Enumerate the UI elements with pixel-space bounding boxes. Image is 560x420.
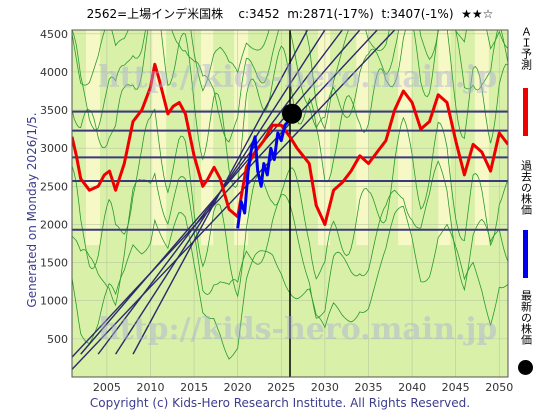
legend: ＡＩ予測 過去の株価 最新の株価	[512, 22, 538, 382]
y-tick-label: 4000	[40, 66, 68, 79]
x-tick-label: 2025	[267, 381, 295, 394]
y-tick-label: 1500	[40, 257, 68, 270]
plot-frame	[71, 29, 509, 378]
y-tick-label: 1000	[40, 295, 68, 308]
series-lines	[72, 30, 508, 377]
latest-price-dot	[282, 103, 302, 124]
legend-swatch-blue	[523, 230, 528, 278]
x-tick-label: 2035	[354, 381, 382, 394]
legend-label-ai-forecast: ＡＩ予測	[519, 26, 533, 70]
watermark-bottom: http://kids-hero.main.jp	[98, 312, 498, 347]
trend-line	[72, 30, 396, 370]
x-tick-label: 2045	[442, 381, 470, 394]
legend-swatch-red	[523, 88, 528, 136]
legend-label-latest-price: 最新の株価	[519, 290, 533, 345]
light-band	[356, 30, 369, 246]
y-axis-ticks: 500 1000 1500 2000 2500 3000 3500 4000 4500	[40, 28, 68, 346]
y-tick-label: 500	[47, 333, 68, 346]
x-tick-label: 2020	[224, 381, 252, 394]
x-tick-label: 2005	[93, 381, 121, 394]
x-tick-label: 2010	[136, 381, 164, 394]
legend-label-past-price: 過去の株価	[519, 160, 533, 215]
past-price-line	[236, 113, 292, 229]
y-tick-label: 2000	[40, 218, 68, 231]
current-marker	[282, 103, 302, 124]
x-tick-label: 2050	[485, 381, 513, 394]
watermark-top: http://kids-hero.main.jp	[98, 60, 498, 95]
y-tick-label: 3000	[40, 142, 68, 155]
light-band	[201, 30, 214, 246]
y-tick-label: 2500	[40, 180, 68, 193]
x-tick-label: 2030	[311, 381, 339, 394]
legend-dot-black	[518, 360, 533, 375]
x-tick-label: 2040	[398, 381, 426, 394]
generated-date-label: Generated on Monday 2026/1/5.	[25, 112, 39, 308]
light-band	[474, 30, 489, 246]
y-tick-label: 4500	[40, 28, 68, 41]
light-band	[398, 30, 413, 246]
x-tick-label: 2015	[180, 381, 208, 394]
light-band	[152, 30, 167, 246]
x-axis-ticks: 2005 2010 2015 2020 2025 2030 2035 2040 2045 2050	[93, 381, 513, 394]
ai-forecast-line	[72, 62, 508, 226]
trend-line	[132, 30, 309, 355]
copyright-footer: Copyright (c) Kids-Hero Research Institu…	[89, 396, 471, 410]
y-tick-label: 3500	[40, 104, 68, 117]
chart-title: 2562=上場インデ米国株 c:3452 m:2871(-17%) t:3407…	[86, 7, 494, 21]
